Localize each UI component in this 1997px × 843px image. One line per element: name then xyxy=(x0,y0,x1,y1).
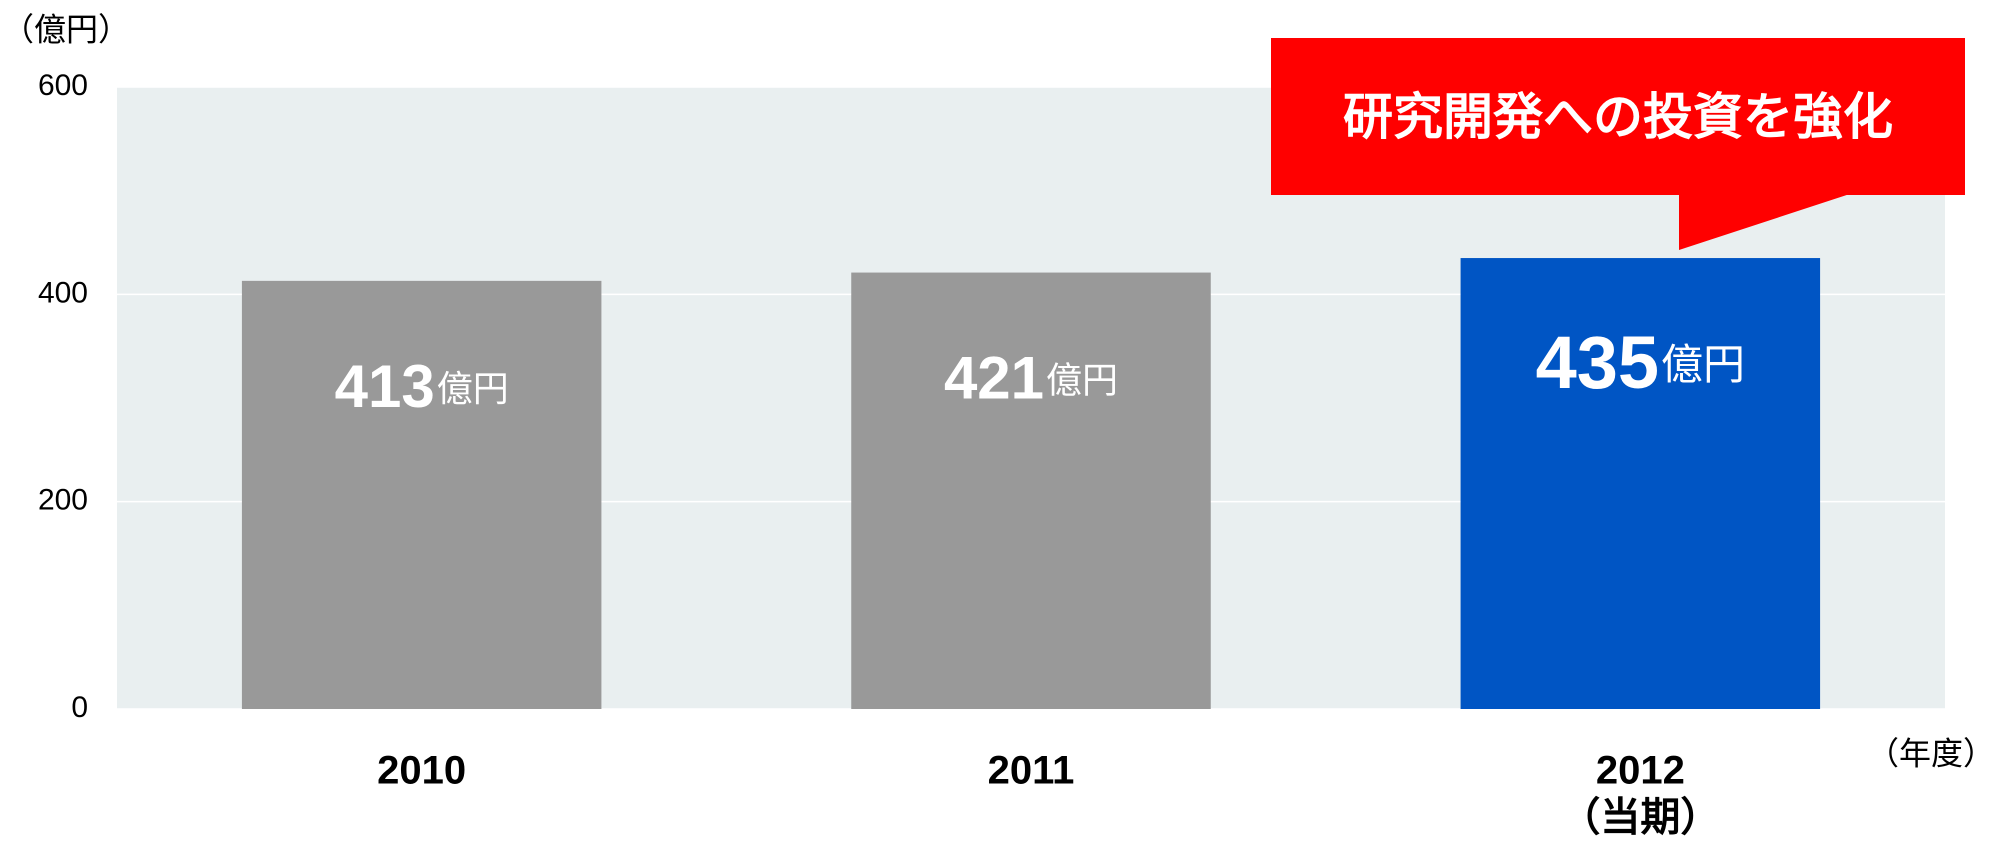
value-unit: 億円 xyxy=(1046,359,1118,400)
bar xyxy=(241,280,602,709)
y-tick-label: 200 xyxy=(38,484,88,517)
value-label: 413億円 xyxy=(335,353,509,420)
callout-box xyxy=(1271,38,1965,195)
value-label: 435億円 xyxy=(1536,321,1745,404)
value-number: 413 xyxy=(335,353,435,420)
y-tick-label: 600 xyxy=(38,69,88,102)
y-unit-label: （億円） xyxy=(2,11,130,47)
value-label: 421億円 xyxy=(944,344,1118,411)
annotation: 研究開発への投資を強化 xyxy=(1343,89,1893,145)
x-tick-note: （当期） xyxy=(1560,796,1720,840)
y-tick-label: 400 xyxy=(38,276,88,309)
bar xyxy=(1460,258,1821,709)
x-unit-label: （年度） xyxy=(1867,735,1995,771)
value-number: 435 xyxy=(1536,321,1659,404)
x-tick-label: 2011 xyxy=(988,749,1075,793)
value-unit: 億円 xyxy=(1661,341,1745,388)
value-number: 421 xyxy=(944,344,1044,411)
callout-tail xyxy=(1679,190,1862,250)
y-tick-label: 0 xyxy=(71,691,88,724)
value-unit: 億円 xyxy=(437,367,509,408)
x-tick-label: 2012 xyxy=(1596,749,1685,793)
bar xyxy=(851,272,1211,709)
x-tick-label: 2010 xyxy=(377,749,466,793)
